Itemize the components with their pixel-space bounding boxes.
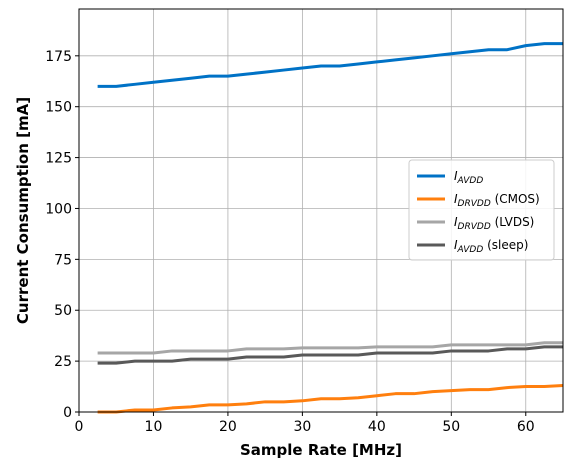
x-tick-label: 50	[442, 419, 460, 435]
legend-label: IDRVDD (CMOS)	[454, 192, 540, 209]
x-tick-label: 10	[145, 419, 163, 435]
y-tick-label: 150	[45, 100, 72, 116]
x-tick-label: 0	[75, 419, 84, 435]
axis-ticks: 0 10 20 30 40 50 60 0 25 50 75 100 125 150 175	[45, 49, 534, 435]
x-tick-label: 30	[293, 419, 311, 435]
legend-label: IDRVDD (LVDS)	[454, 215, 534, 232]
y-axis-title: Current Consumption [mA]	[14, 97, 32, 324]
x-axis-title: Sample Rate [MHz]	[240, 441, 402, 459]
legend: IAVDD IDRVDD (CMOS) IDRVDD (LVDS) IAVDD (sl…	[408, 159, 555, 261]
y-tick-label: 0	[63, 405, 72, 421]
series-line	[97, 384, 564, 414]
series-lines	[97, 42, 564, 414]
y-tick-label: 25	[54, 354, 72, 370]
legend-label: IAVDD	[454, 169, 483, 186]
y-tick-label: 125	[45, 151, 72, 167]
x-tick-label: 20	[219, 419, 237, 435]
legend-box	[408, 159, 555, 261]
x-tick-label: 40	[368, 419, 386, 435]
y-tick-label: 50	[54, 303, 72, 319]
series-line	[97, 42, 563, 88]
y-tick-label: 100	[45, 201, 72, 217]
legend-label: IAVDD (sleep)	[454, 238, 528, 255]
x-tick-label: 60	[517, 419, 535, 435]
y-tick-label: 175	[45, 49, 72, 65]
plot-frame	[78, 8, 564, 413]
series-line	[97, 341, 563, 355]
series-line	[97, 345, 563, 365]
y-tick-label: 75	[54, 252, 72, 268]
